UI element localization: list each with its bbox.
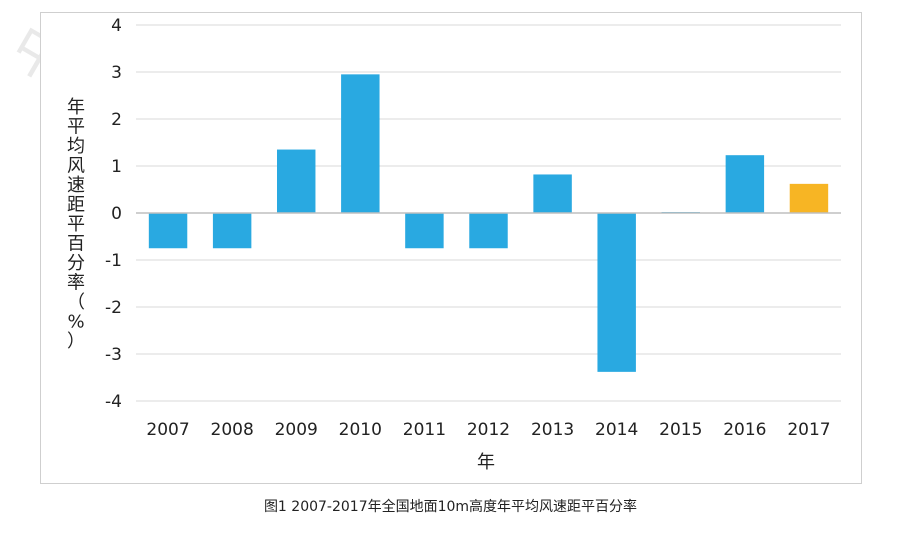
y-tick-label: 3	[111, 63, 122, 83]
bar-2012	[469, 213, 508, 249]
bar-2013	[533, 174, 572, 213]
x-tick-label: 2007	[146, 420, 189, 440]
bar-2014	[597, 213, 636, 372]
figure-caption: 图1 2007-2017年全国地面10m高度年平均风速距平百分率	[263, 499, 638, 515]
x-tick-label: 2015	[659, 420, 702, 440]
x-tick-labels: 2007 2008 2009 2010 2011 2012 2013 2014 2015 2016…	[146, 420, 830, 440]
y-tick-label: -3	[105, 345, 122, 365]
y-tick-labels: 4 3 2 1 0 -1 -2 -3 -4	[105, 16, 122, 412]
bar-2010	[341, 74, 380, 213]
x-tick-label: 2011	[403, 420, 446, 440]
y-tick-label: -4	[105, 392, 122, 412]
y-tick-label: 0	[111, 204, 122, 224]
bar-2009	[277, 149, 316, 213]
chart-frame: 4 3 2 1 0 -1 -2 -3 -4 2007 2008 2009 2010 2011 2012 20…	[40, 12, 862, 484]
bar-2016	[725, 155, 765, 213]
x-tick-label: 2010	[339, 420, 382, 440]
x-tick-label: 2013	[531, 420, 574, 440]
y-axis-title-text: 年平均风速距平百分率（%）	[67, 97, 85, 352]
y-tick-label: 1	[111, 157, 122, 177]
bar-2017	[789, 183, 829, 213]
y-axis-title: 年平均风速距平百分率（%）	[67, 97, 85, 352]
x-tick-label: 2008	[211, 420, 254, 440]
y-tick-label: -1	[105, 251, 122, 271]
bar-2011	[405, 213, 444, 249]
y-tick-label: 2	[111, 110, 122, 130]
x-tick-label: 2016	[723, 420, 766, 440]
gridlines	[136, 24, 841, 402]
y-tick-label: 4	[111, 16, 122, 36]
bar-2007	[148, 213, 188, 249]
x-tick-label: 2009	[275, 420, 318, 440]
x-axis-title: 年	[477, 452, 495, 473]
y-tick-label: -2	[105, 298, 122, 318]
bar-2008	[212, 213, 252, 249]
bars	[148, 74, 829, 372]
x-tick-label: 2017	[787, 420, 830, 440]
x-tick-label: 2012	[467, 420, 510, 440]
x-tick-label: 2014	[595, 420, 638, 440]
